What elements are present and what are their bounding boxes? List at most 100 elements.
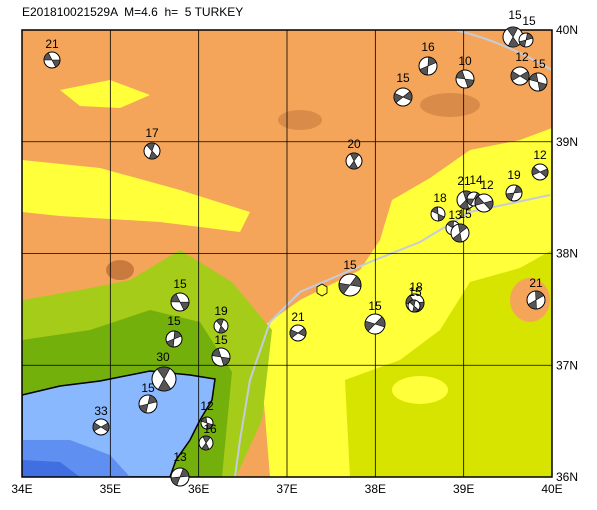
focal-mechanism: [43, 51, 61, 69]
depth-label: 21: [45, 37, 59, 51]
depth-label: 21: [291, 310, 305, 324]
depth-label: 15: [368, 299, 382, 313]
longitude-label: 38E: [365, 482, 386, 496]
compression-quadrant: [43, 52, 61, 68]
compression-quadrant: [138, 394, 158, 414]
focal-mechanism: [364, 313, 386, 335]
focal-mechanism: [510, 66, 530, 86]
latitude-label: 38N: [556, 247, 578, 261]
compression-quadrant: [201, 435, 211, 451]
compression-quadrant: [419, 56, 437, 76]
compression-quadrant: [455, 70, 475, 88]
focal-mechanism: [92, 418, 110, 436]
depth-label: 15: [508, 8, 522, 22]
focal-mechanism: [151, 366, 177, 392]
compression-quadrant: [166, 330, 182, 348]
focal-mechanism: [138, 394, 158, 414]
focal-mechanism: [407, 299, 421, 313]
latitude-label: 39N: [556, 135, 578, 149]
focal-mechanism: [418, 56, 438, 76]
depth-label: 15: [408, 285, 422, 299]
compression-quadrant: [170, 293, 190, 311]
compression-quadrant: [170, 468, 190, 486]
compression-quadrant: [431, 206, 445, 222]
depth-label: 17: [145, 126, 159, 140]
focal-mechanism: [198, 435, 214, 451]
compression-quadrant: [528, 72, 548, 92]
depth-label: 14: [469, 173, 483, 187]
depth-label: 33: [94, 404, 108, 418]
compression-quadrant: [531, 166, 549, 178]
depth-label: 15: [532, 57, 546, 71]
depth-label: 16: [203, 422, 217, 436]
focal-mechanism: [430, 206, 446, 222]
longitude-label: 35E: [100, 482, 121, 496]
compression-quadrant: [338, 275, 362, 295]
compression-quadrant: [200, 416, 214, 430]
compression-quadrant: [146, 142, 158, 160]
depth-label: 21: [529, 276, 543, 290]
depth-label: 15: [458, 207, 472, 221]
compression-quadrant: [518, 32, 534, 48]
focal-mechanism: [289, 324, 307, 342]
depth-label: 20: [347, 137, 361, 151]
depth-label: 15: [173, 277, 187, 291]
focal-mechanism: [170, 467, 190, 487]
depth-label: 15: [167, 314, 181, 328]
focal-mechanism: [165, 330, 183, 348]
focal-mechanism: [526, 290, 546, 310]
compression-quadrant: [408, 299, 420, 313]
longitude-label: 40E: [541, 482, 562, 496]
depth-label: 13: [448, 208, 462, 222]
compression-quadrant: [527, 290, 545, 310]
longitude-label: 39E: [453, 482, 474, 496]
depth-label: 12: [480, 178, 494, 192]
focal-mechanism: [528, 72, 548, 92]
compression-quadrant: [474, 195, 494, 211]
compression-quadrant: [215, 318, 227, 334]
compression-quadrant: [156, 366, 172, 392]
depth-label: 19: [507, 168, 521, 182]
focal-mechanism: [338, 273, 362, 297]
focal-mechanism: [505, 184, 523, 202]
depth-label: 12: [200, 399, 214, 413]
depth-label: 12: [515, 50, 529, 64]
latitude-label: 37N: [556, 358, 578, 372]
depth-label: 21: [457, 174, 471, 188]
compression-quadrant: [393, 90, 413, 104]
focal-mechanism: [531, 163, 549, 181]
focal-mechanism: [518, 32, 534, 48]
focal-mechanism: [393, 87, 413, 107]
focal-mechanism: [211, 347, 231, 367]
depth-label: 19: [214, 304, 228, 318]
focal-mechanism: [170, 292, 190, 312]
depth-label: 15: [522, 14, 536, 28]
depth-label: 15: [343, 258, 357, 272]
depth-label: 18: [433, 191, 447, 205]
frame: [21, 29, 553, 478]
compression-quadrant: [211, 348, 231, 366]
depth-label: 18: [409, 280, 423, 294]
compression-quadrant: [505, 185, 523, 201]
focal-mechanism: [345, 152, 363, 170]
depth-label: 30: [156, 350, 170, 364]
depth-label: 15: [141, 381, 155, 395]
focal-mechanism: [143, 142, 161, 160]
focal-mechanism: [455, 69, 475, 89]
depth-label: 10: [458, 54, 472, 68]
focal-mechanism: [474, 193, 494, 213]
depth-label: 13: [173, 450, 187, 464]
focal-mechanism: [200, 416, 214, 430]
longitude-label: 37E: [276, 482, 297, 496]
compression-quadrant: [452, 223, 468, 243]
focal-mechanism: [450, 223, 470, 243]
depth-label: 12: [533, 148, 547, 162]
latitude-label: 36N: [556, 470, 578, 484]
depth-label: 16: [421, 40, 435, 54]
depth-label: 15: [214, 333, 228, 347]
focal-mechanism: [502, 26, 524, 48]
longitude-label: 36E: [188, 482, 209, 496]
compression-quadrant: [510, 70, 530, 82]
compression-quadrant: [289, 327, 307, 339]
